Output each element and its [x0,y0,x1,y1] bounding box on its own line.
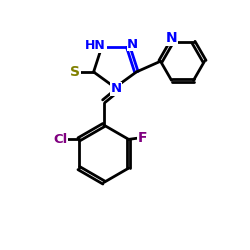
Text: HN: HN [85,39,106,52]
Text: N: N [127,38,138,51]
Text: Cl: Cl [53,133,67,146]
Text: S: S [70,65,80,79]
Text: F: F [138,131,147,145]
Text: N: N [166,32,177,46]
Text: N: N [111,82,122,95]
